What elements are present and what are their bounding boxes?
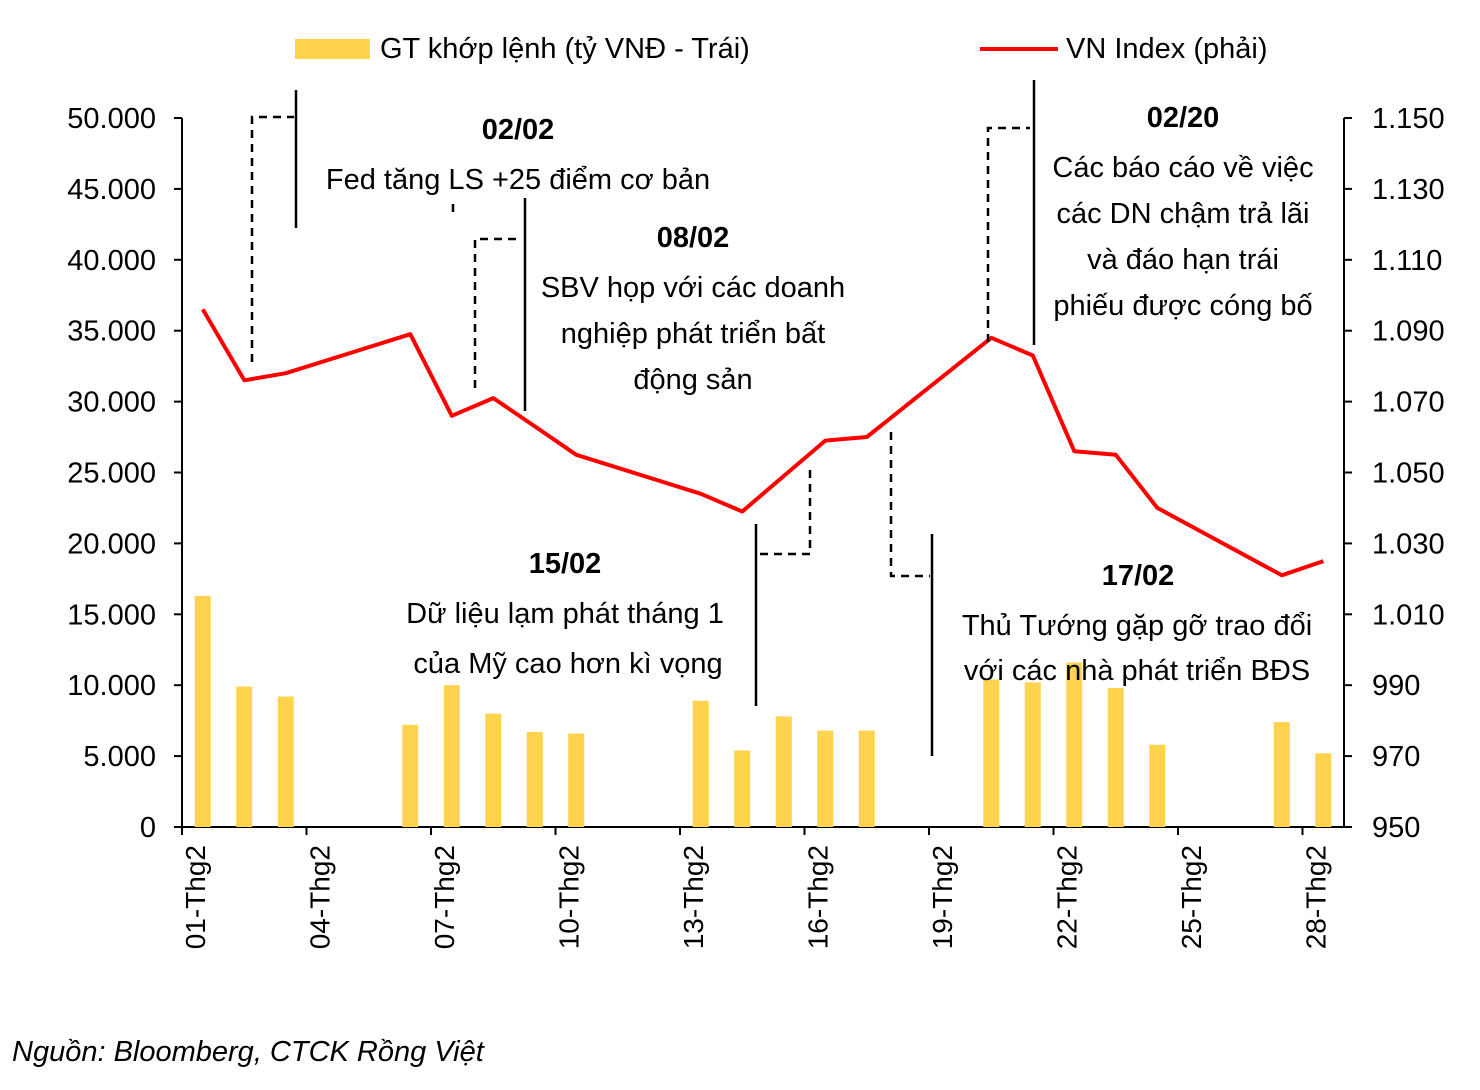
x-tick-label: 16-Thg2 — [802, 845, 833, 949]
bar — [734, 750, 751, 827]
leader-0220 — [986, 126, 1030, 342]
bar — [568, 733, 585, 827]
leader-0802 — [473, 237, 522, 388]
vn-index-line — [201, 308, 1324, 578]
left-tick-label: 50.000 — [67, 103, 156, 135]
right-tick-label: 1.150 — [1372, 103, 1445, 135]
right-tick-label: 1.050 — [1372, 458, 1445, 490]
bar — [485, 713, 502, 827]
annotation-1502-date: 15/02 — [529, 548, 602, 580]
bar — [692, 700, 709, 827]
bar — [858, 730, 875, 827]
right-tick-label: 1.030 — [1372, 528, 1445, 560]
right-tick-label: 1.130 — [1372, 174, 1445, 206]
bar — [817, 730, 834, 827]
annotation-0220-date: 02/20 — [1147, 102, 1220, 134]
annotation-0220-line2: các DN chậm trả lãi — [1056, 198, 1309, 230]
annotation-leaders — [250, 80, 1036, 756]
bar — [526, 731, 543, 827]
bar — [277, 696, 294, 827]
x-tick-label: 07-Thg2 — [429, 845, 460, 949]
right-tick-label: 950 — [1372, 812, 1420, 844]
right-tick-label: 1.070 — [1372, 387, 1445, 419]
x-tick-label: 22-Thg2 — [1051, 845, 1082, 949]
bar — [1273, 722, 1290, 827]
x-tick-label: 13-Thg2 — [678, 845, 709, 949]
annotation-1502-line1: Dữ liệu lạm phát tháng 1 — [406, 598, 724, 630]
left-tick-label: 20.000 — [67, 528, 156, 560]
bar — [983, 679, 1000, 827]
left-tick-label: 40.000 — [67, 245, 156, 277]
bar — [1024, 682, 1041, 827]
bar — [1315, 753, 1332, 827]
annotation-0202-text: Fed tăng LS +25 điểm cơ bản — [326, 164, 710, 196]
annotation-0802-date: 08/02 — [657, 222, 730, 254]
legend-bar-label: GT khớp lệnh (tỷ VNĐ - Trái) — [380, 33, 750, 65]
left-tick-label: 45.000 — [67, 174, 156, 206]
right-tick-label: 970 — [1372, 741, 1420, 773]
x-tick-label: 19-Thg2 — [927, 845, 958, 949]
annotation-1702-line1: Thủ Tướng gặp gỡ trao đổi — [962, 610, 1312, 642]
bar — [194, 595, 211, 827]
left-tick-label: 10.000 — [67, 670, 156, 702]
x-tick-label: 04-Thg2 — [304, 845, 335, 949]
annotation-0802-line3: động sản — [633, 364, 752, 396]
left-tick-label: 30.000 — [67, 387, 156, 419]
source-note: Nguồn: Bloomberg, CTCK Rồng Việt — [12, 1036, 484, 1068]
x-tick-label: 25-Thg2 — [1176, 845, 1207, 949]
annotation-1702-line2: với các nhà phát triển BĐS — [964, 655, 1310, 687]
bar — [1107, 688, 1124, 827]
legend-bar-swatch — [295, 39, 370, 59]
legend-line-label: VN Index (phải) — [1066, 33, 1268, 65]
leader-1702 — [889, 432, 930, 578]
bar — [402, 724, 419, 827]
annotation-1502-line2: của Mỹ cao hơn kì vọng — [413, 648, 722, 680]
x-tick-label: 01-Thg2 — [180, 845, 211, 949]
annotation-0202-date: 02/02 — [482, 114, 555, 146]
annotation-0220-line1: Các báo cáo về việc — [1052, 152, 1313, 184]
annotation-0802-line2: nghiệp phát triển bất — [561, 318, 825, 350]
bar — [1066, 662, 1083, 827]
bar — [236, 686, 253, 827]
chart: GT khớp lệnh (tỷ VNĐ - Trái) VN Index (p… — [67, 33, 1445, 949]
left-tick-label: 15.000 — [67, 599, 156, 631]
bar — [443, 685, 460, 827]
bar — [1149, 744, 1166, 827]
left-tick-label: 0 — [140, 812, 156, 844]
right-tick-label: 1.110 — [1372, 245, 1442, 277]
annotation-0220-line4: phiếu được cóng bố — [1053, 290, 1312, 322]
left-tick-label: 25.000 — [67, 458, 156, 490]
right-tick-label: 1.010 — [1372, 599, 1445, 631]
x-tick-label: 28-Thg2 — [1300, 845, 1331, 949]
annotation-0802-line1: SBV họp với các doanh — [541, 272, 845, 304]
left-tick-label: 35.000 — [67, 316, 156, 348]
leader-1502 — [758, 470, 812, 556]
right-tick-label: 990 — [1372, 670, 1420, 702]
leader-0202 — [250, 115, 294, 362]
x-tick-label: 10-Thg2 — [553, 845, 584, 949]
right-tick-label: 1.090 — [1372, 316, 1445, 348]
left-tick-label: 5.000 — [83, 741, 156, 773]
annotation-0220-line3: và đáo hạn trái — [1087, 244, 1279, 276]
bar — [775, 716, 792, 827]
annotation-1702-date: 17/02 — [1102, 560, 1175, 592]
